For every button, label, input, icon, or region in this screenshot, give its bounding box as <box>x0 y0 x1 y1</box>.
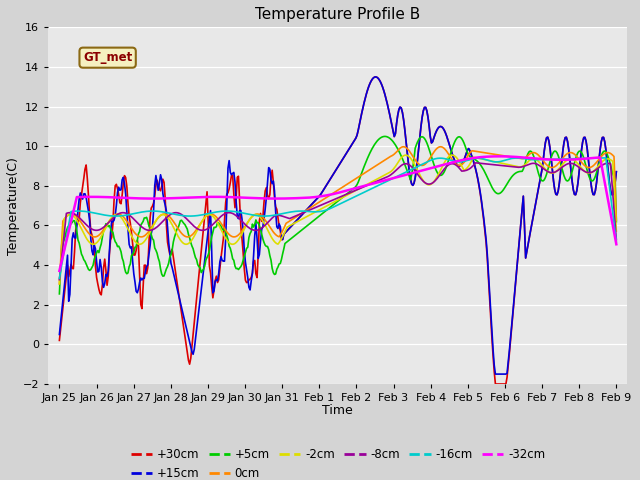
+5cm <box>367 148 375 154</box>
-2cm <box>612 228 620 234</box>
+5cm <box>381 133 388 139</box>
+30cm <box>367 78 375 84</box>
+15cm <box>56 332 63 337</box>
-16cm <box>56 276 63 281</box>
+15cm <box>564 138 572 144</box>
-2cm <box>394 160 401 166</box>
0cm <box>612 217 620 223</box>
+30cm <box>228 173 236 179</box>
Y-axis label: Temperature(C): Temperature(C) <box>7 156 20 254</box>
Legend: +30cm, +15cm, +5cm, 0cm, -2cm, -8cm, -16cm, -32cm: +30cm, +15cm, +5cm, 0cm, -2cm, -8cm, -16… <box>126 444 550 480</box>
-8cm <box>291 214 298 219</box>
+5cm <box>228 256 236 262</box>
-2cm <box>291 220 298 226</box>
+30cm <box>291 220 298 226</box>
+5cm <box>56 291 63 297</box>
-32cm <box>394 174 401 180</box>
0cm <box>400 144 408 150</box>
+15cm <box>228 170 236 176</box>
-32cm <box>612 241 620 247</box>
+30cm <box>492 381 499 387</box>
Line: -2cm: -2cm <box>60 155 616 284</box>
-2cm <box>466 161 474 167</box>
+15cm <box>466 148 474 154</box>
-2cm <box>563 158 570 164</box>
-8cm <box>612 237 620 242</box>
Line: +30cm: +30cm <box>60 77 616 384</box>
-16cm <box>394 173 401 179</box>
-8cm <box>56 277 63 283</box>
+30cm <box>395 107 403 112</box>
-32cm <box>495 154 503 159</box>
Line: -16cm: -16cm <box>60 158 616 278</box>
+15cm <box>372 74 380 80</box>
0cm <box>56 281 63 287</box>
+5cm <box>563 178 570 183</box>
-16cm <box>561 156 569 162</box>
-32cm <box>465 156 472 162</box>
Line: 0cm: 0cm <box>60 147 616 284</box>
-32cm <box>56 268 63 274</box>
-8cm <box>465 167 472 172</box>
Line: +5cm: +5cm <box>60 136 616 294</box>
+30cm <box>564 138 572 144</box>
-8cm <box>563 162 570 168</box>
-16cm <box>602 155 610 161</box>
0cm <box>367 166 375 172</box>
+30cm <box>56 337 63 343</box>
Line: -32cm: -32cm <box>60 156 616 271</box>
Title: Temperature Profile B: Temperature Profile B <box>255 7 420 22</box>
+15cm <box>367 78 375 84</box>
+30cm <box>372 74 380 80</box>
-2cm <box>228 241 236 247</box>
-16cm <box>291 209 298 215</box>
-16cm <box>367 186 375 192</box>
+5cm <box>612 219 620 225</box>
0cm <box>291 215 298 221</box>
-16cm <box>228 208 236 214</box>
Line: +15cm: +15cm <box>60 77 616 374</box>
-32cm <box>563 157 570 163</box>
+15cm <box>395 107 403 112</box>
-8cm <box>228 211 236 216</box>
-2cm <box>367 180 375 185</box>
-16cm <box>465 157 472 163</box>
-32cm <box>228 194 236 200</box>
Text: GT_met: GT_met <box>83 51 132 64</box>
-16cm <box>612 239 620 245</box>
-2cm <box>56 281 63 287</box>
-2cm <box>402 152 410 158</box>
+5cm <box>395 148 403 154</box>
-8cm <box>394 166 401 171</box>
0cm <box>466 150 474 156</box>
-8cm <box>472 160 479 166</box>
+30cm <box>612 169 620 175</box>
0cm <box>563 152 570 157</box>
0cm <box>228 234 236 240</box>
0cm <box>394 148 401 154</box>
X-axis label: Time: Time <box>323 405 353 418</box>
+30cm <box>466 148 474 154</box>
-32cm <box>367 181 375 187</box>
+5cm <box>466 154 474 159</box>
+5cm <box>291 233 298 239</box>
Line: -8cm: -8cm <box>60 163 616 280</box>
-32cm <box>291 195 298 201</box>
-8cm <box>367 181 375 187</box>
+15cm <box>291 220 298 226</box>
+15cm <box>612 169 620 175</box>
+15cm <box>492 371 499 377</box>
